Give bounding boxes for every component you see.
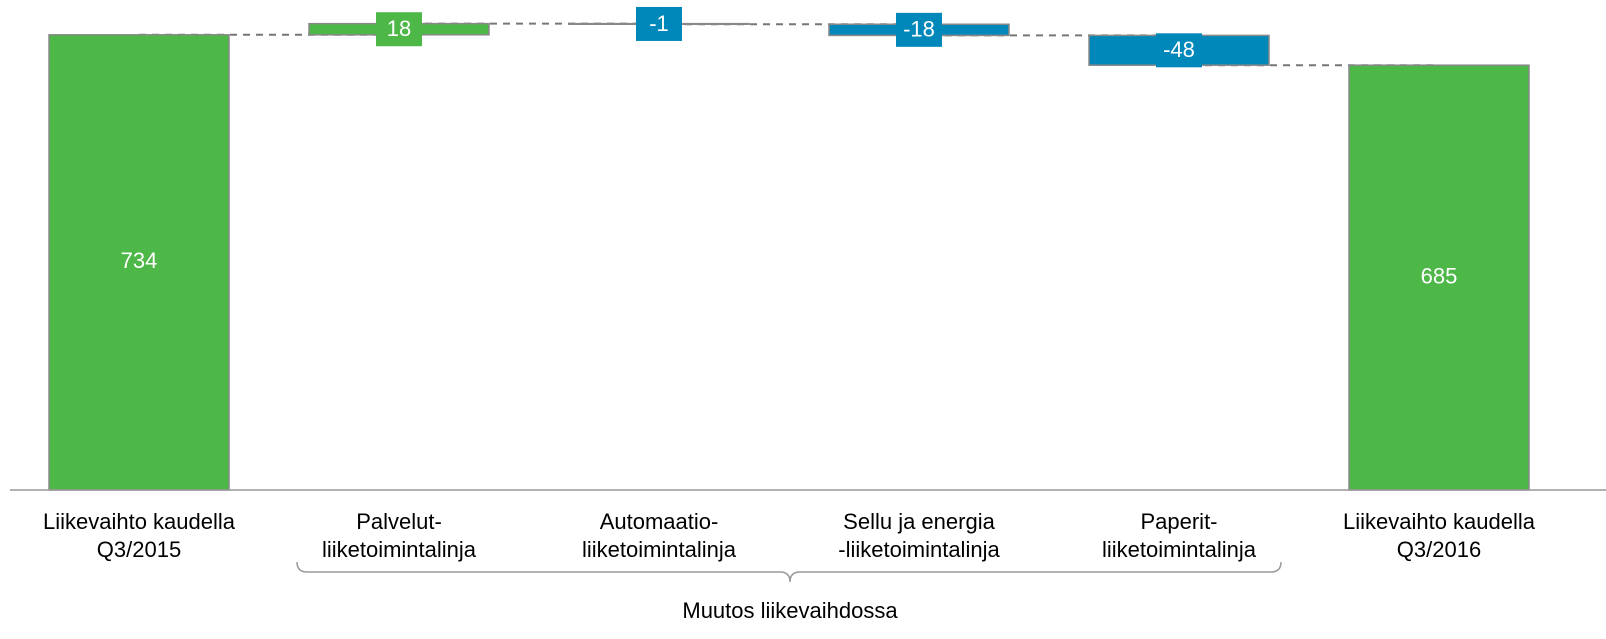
x-tick-label: Q3/2016 [1397,537,1481,562]
x-tick-label: Liikevaihto kaudella [43,509,236,534]
bars [48,6,1530,491]
value-label: -1 [649,11,669,36]
x-tick-label: Liikevaihto kaudella [1343,509,1536,534]
value-label: -18 [903,17,935,42]
value-label-box [1156,33,1202,68]
x-tick-label: Palvelut- [356,509,442,534]
value-label: 734 [121,248,158,273]
annotation: Muutos liikevaihdossa [682,598,898,623]
bar [48,34,230,491]
value-label-box [896,12,942,47]
bar [1348,64,1530,491]
x-tick-label: Automaatio- [600,509,719,534]
x-tick-label: liiketoimintalinja [322,537,477,562]
x-tick-label: Paperit- [1140,509,1217,534]
x-tick-label: liiketoimintalinja [1102,537,1257,562]
value-label: 18 [387,16,411,41]
value-label-box [636,6,682,41]
value-label-box [376,12,422,47]
x-tick-label: Q3/2015 [97,537,181,562]
x-tick-label: liiketoimintalinja [582,537,737,562]
x-tick-label: Sellu ja energia [843,509,995,534]
value-label: 685 [1421,263,1458,288]
x-tick-label: -liiketoimintalinja [838,537,1000,562]
value-label: -48 [1163,37,1195,62]
bracket [296,561,1282,583]
